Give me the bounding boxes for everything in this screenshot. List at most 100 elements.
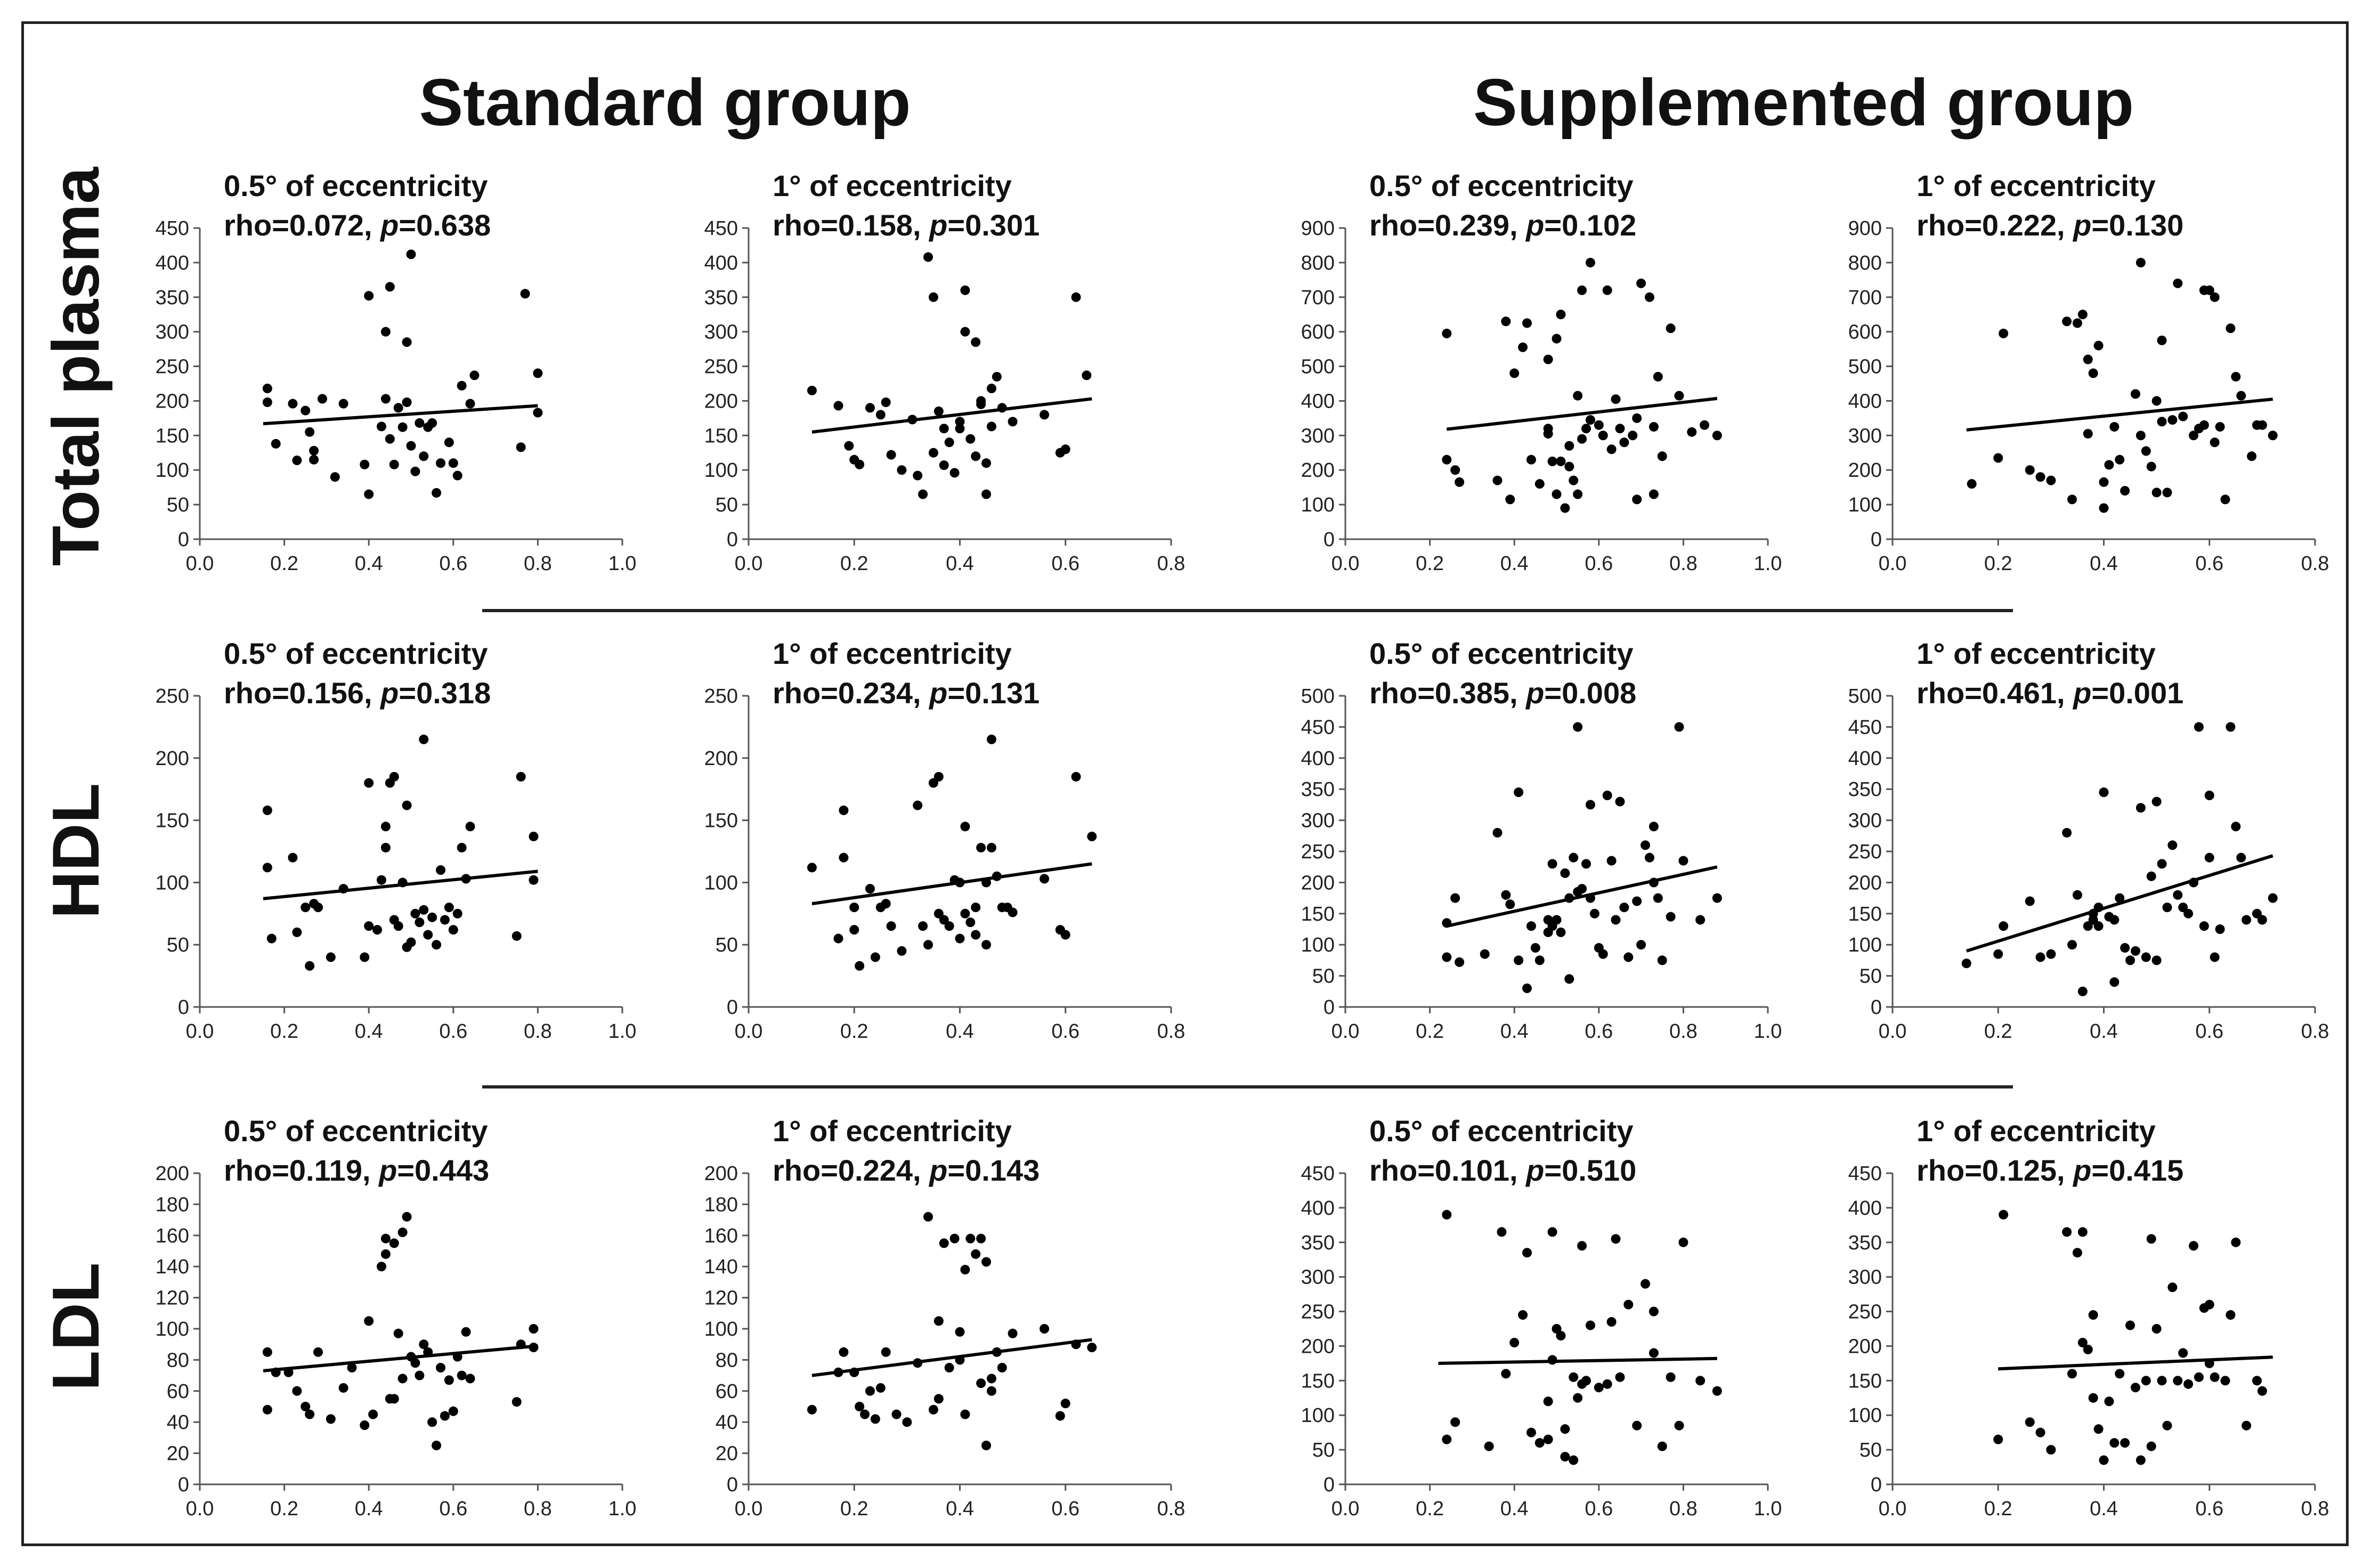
data-point — [2141, 952, 2151, 962]
data-point — [372, 925, 383, 935]
data-point — [2204, 1299, 2214, 1310]
data-point — [1695, 1376, 1706, 1386]
data-point — [981, 1257, 992, 1267]
data-point — [1082, 370, 1092, 380]
panel-stat-label: rho=0.125, p=0.415 — [1917, 1153, 2183, 1187]
data-point — [981, 1441, 992, 1450]
x-tick-label: 0.8 — [1157, 1020, 1186, 1043]
data-point — [2151, 396, 2162, 406]
data-point — [415, 917, 425, 928]
data-point — [444, 903, 454, 913]
data-point — [1666, 1372, 1676, 1382]
data-point — [2231, 1237, 2241, 1247]
y-tick-label: 150 — [1301, 1370, 1335, 1392]
data-point — [1543, 1396, 1553, 1407]
data-point — [2046, 1445, 2056, 1455]
trend-line — [1998, 1355, 2273, 1371]
y-tick-label: 500 — [1301, 356, 1335, 378]
data-point — [971, 1249, 981, 1259]
data-point — [2099, 477, 2109, 487]
data-point — [410, 466, 420, 476]
panel-stat-label: rho=0.119, p=0.443 — [224, 1153, 489, 1187]
data-point — [1556, 1330, 1566, 1340]
data-point — [2210, 952, 2220, 962]
data-point — [432, 1441, 442, 1450]
scatter-panel: 0.5° of eccentricity rho=0.156, p=0.318 0 5… — [156, 637, 637, 1043]
y-tick-label: 20 — [716, 1443, 738, 1465]
data-point — [1687, 427, 1697, 437]
y-tick-label: 100 — [704, 872, 738, 894]
y-tick-label: 900 — [1301, 217, 1335, 240]
data-point — [2151, 797, 2162, 807]
y-tick-label: 50 — [167, 934, 189, 956]
y-tick-label: 100 — [704, 1318, 738, 1340]
data-point — [2204, 852, 2214, 863]
data-point — [262, 805, 272, 815]
data-point — [2062, 1227, 2072, 1237]
data-point — [2067, 1369, 2077, 1379]
y-tick-label: 500 — [1848, 356, 1882, 378]
panel-eccentricity-label: 0.5° of eccentricity — [224, 637, 488, 670]
data-point — [1999, 921, 2009, 931]
data-point — [986, 1374, 996, 1384]
y-tick-label: 250 — [704, 685, 738, 708]
data-point — [849, 925, 859, 935]
y-tick-label: 0 — [1871, 1474, 1882, 1496]
data-point — [1564, 441, 1574, 451]
y-tick-label: 600 — [1301, 321, 1335, 344]
panel-eccentricity-label: 0.5° of eccentricity — [224, 1114, 488, 1148]
data-point — [2035, 472, 2045, 482]
data-point — [1556, 310, 1566, 320]
data-point — [886, 921, 896, 931]
data-point — [305, 1409, 315, 1419]
data-point — [393, 1328, 403, 1338]
data-point — [1534, 479, 1545, 489]
data-point — [997, 1363, 1007, 1372]
data-point — [1666, 912, 1676, 922]
data-point — [1993, 453, 2003, 463]
data-point — [2109, 1438, 2120, 1448]
y-tick-label: 400 — [1848, 1197, 1882, 1220]
data-point — [444, 437, 454, 448]
y-tick-label: 900 — [1848, 217, 1882, 240]
data-point — [1666, 323, 1676, 334]
stat-rho: rho=0.222, — [1917, 208, 2073, 242]
x-tick-label: 0.2 — [1984, 1498, 2012, 1520]
data-point — [436, 458, 446, 468]
y-tick-label: 200 — [1848, 459, 1882, 482]
data-point — [2173, 1376, 2183, 1386]
y-tick-label: 400 — [704, 252, 738, 274]
data-point — [881, 1347, 891, 1357]
scatter-panel: 1° of eccentricity rho=0.125, p=0.415 0 50 1… — [1848, 1114, 2329, 1520]
scatter-panel: 0.5° of eccentricity rho=0.119, p=0.443 0 2… — [156, 1114, 637, 1520]
stat-p-symbol: p — [1525, 676, 1544, 710]
y-tick-label: 100 — [1848, 494, 1882, 516]
data-point — [2046, 475, 2056, 485]
stat-p-value: =0.102 — [1544, 208, 1636, 242]
row-title-ldl: LDL — [39, 1262, 113, 1391]
data-point — [338, 1383, 348, 1393]
data-point — [1552, 915, 1562, 925]
data-point — [855, 459, 865, 469]
data-point — [1573, 391, 1583, 401]
data-point — [301, 903, 311, 913]
data-point — [415, 1370, 425, 1380]
data-point — [1585, 1320, 1595, 1330]
data-point — [976, 1378, 986, 1388]
data-point — [2210, 437, 2220, 448]
data-point — [1509, 1337, 1520, 1347]
data-point — [939, 460, 949, 470]
data-point — [2215, 422, 2225, 432]
stat-p-symbol: p — [2072, 1153, 2091, 1187]
data-point — [2162, 1420, 2172, 1431]
data-point — [1653, 372, 1663, 382]
y-tick-label: 350 — [1301, 1232, 1335, 1254]
data-point — [881, 397, 891, 408]
x-tick-label: 0.4 — [355, 553, 383, 575]
data-point — [1577, 434, 1587, 444]
data-point — [2252, 1376, 2262, 1386]
figure-frame — [21, 21, 2349, 1546]
data-point — [432, 940, 442, 950]
data-point — [305, 427, 315, 437]
stat-rho: rho=0.125, — [1917, 1153, 2073, 1187]
